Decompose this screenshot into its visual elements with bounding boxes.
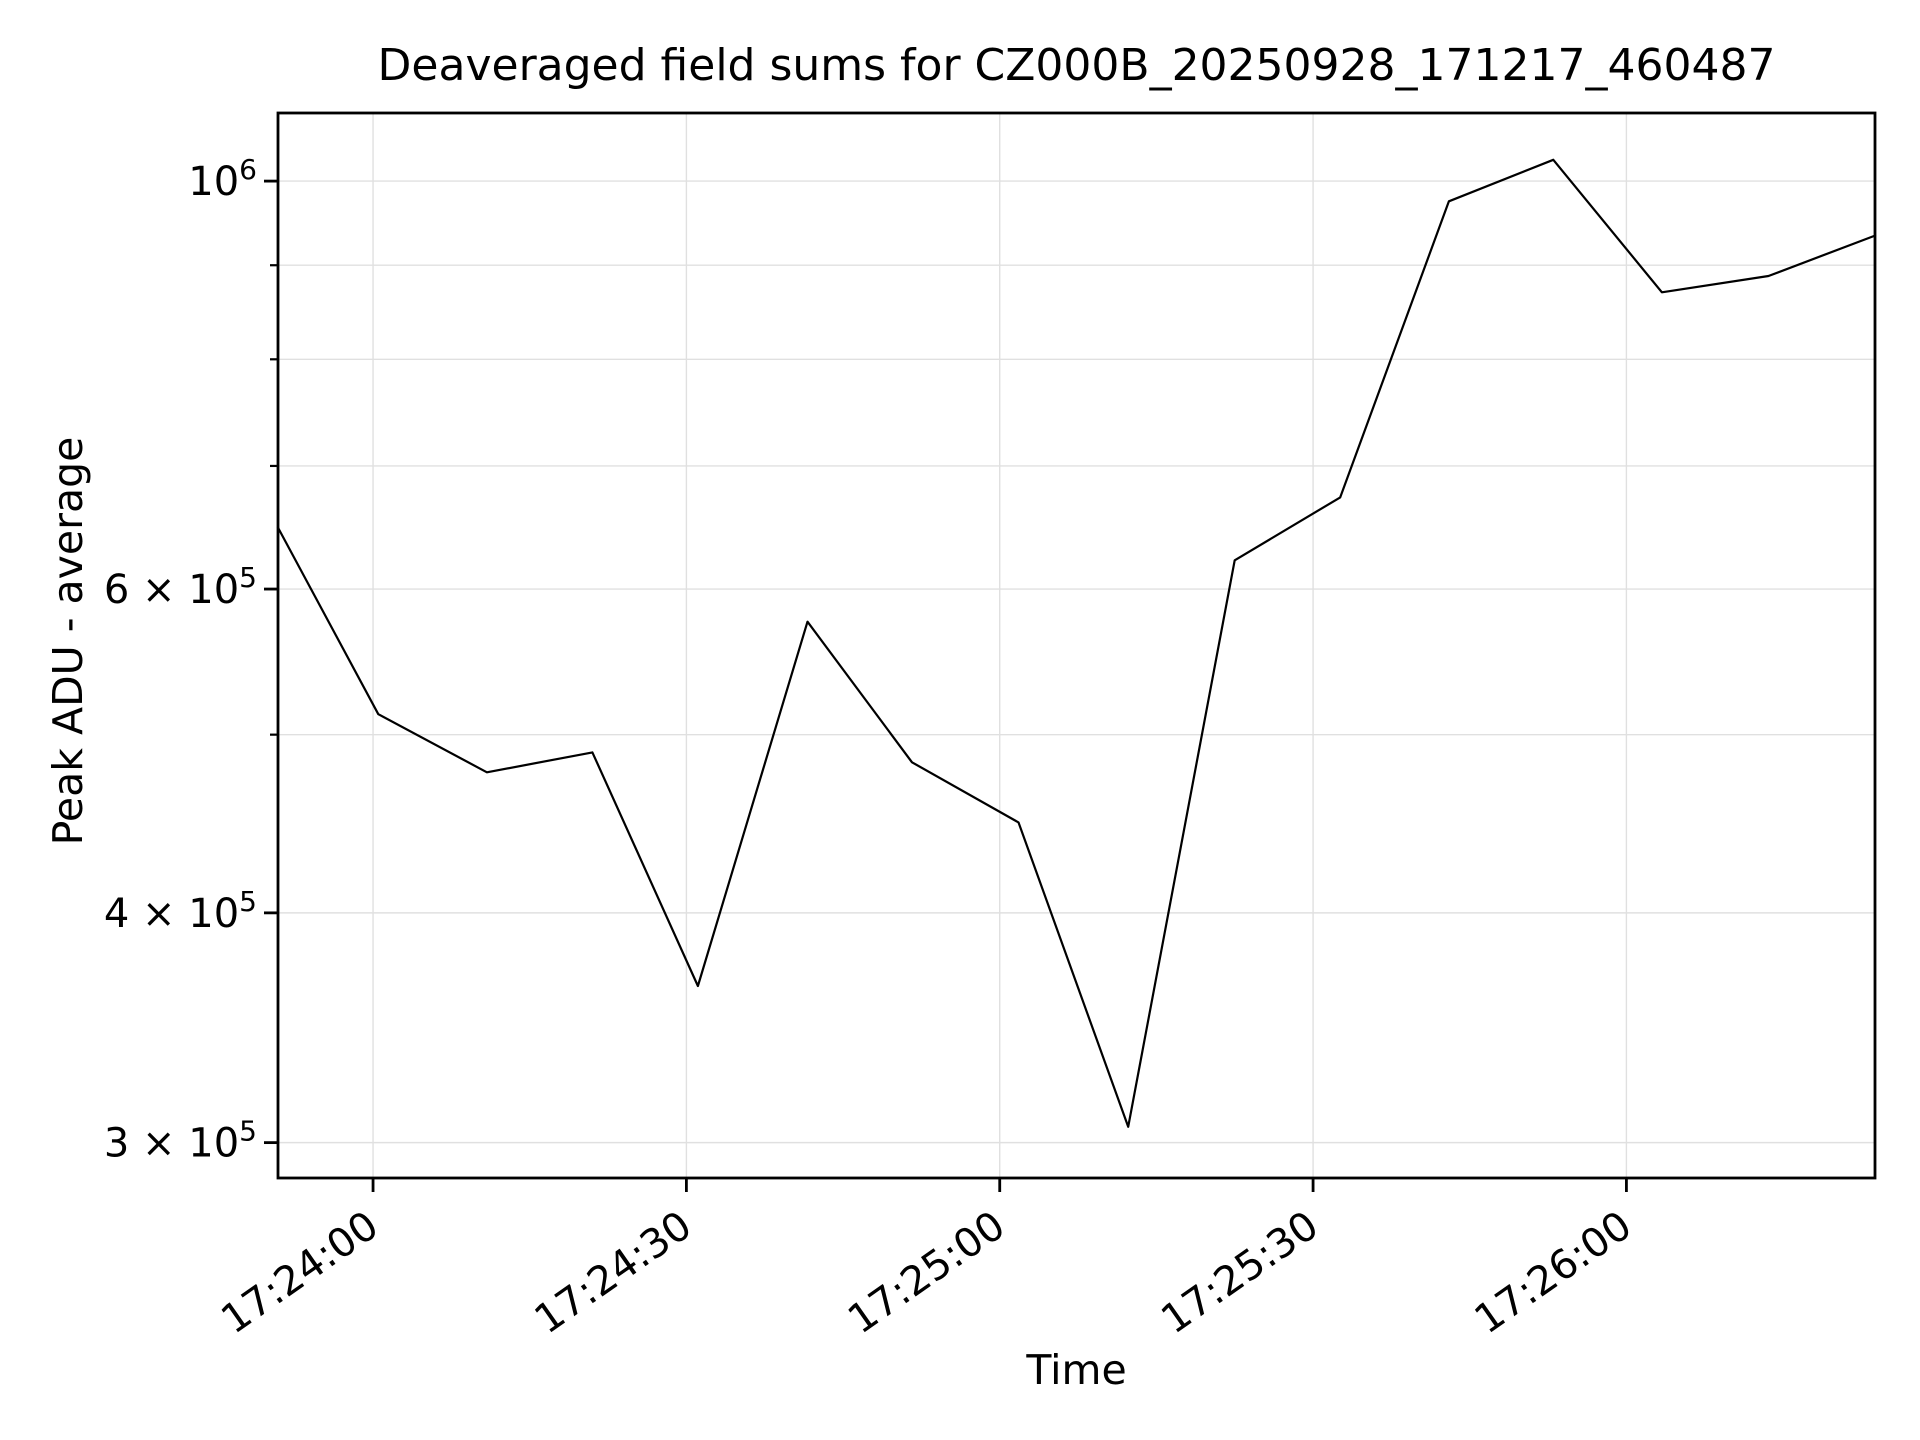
y-tick-exponent: 5 [239, 1115, 257, 1148]
x-tick-label: 17:25:30 [1153, 1203, 1327, 1344]
y-tick-mantissa: 4 × 10 [104, 891, 239, 937]
y-tick-label: 3 × 105 [104, 1115, 257, 1167]
x-tick-label: 17:24:30 [527, 1203, 701, 1344]
y-tick-mantissa: 3 × 10 [104, 1121, 239, 1167]
y-tick-mantissa: 10 [188, 159, 239, 205]
x-tick-label: 17:24:00 [213, 1203, 387, 1344]
chart-title: Deaveraged field sums for CZ000B_2025092… [377, 40, 1776, 91]
x-tick-label: 17:25:00 [840, 1203, 1014, 1344]
y-tick-label: 106 [188, 153, 257, 205]
x-axis-label: Time [1026, 1346, 1127, 1394]
y-tick-mantissa: 6 × 10 [104, 567, 239, 613]
y-axis-label: Peak ADU - average [44, 436, 92, 846]
axes-spines [276, 111, 1877, 1180]
y-tick-exponent: 6 [239, 153, 257, 186]
y-tick-label: 6 × 105 [104, 561, 257, 613]
y-tick-exponent: 5 [239, 561, 257, 594]
data-line-series [276, 158, 1877, 1128]
y-tick-label: 4 × 105 [104, 885, 257, 937]
x-tick-label: 17:26:00 [1467, 1203, 1641, 1344]
y-tick-exponent: 5 [239, 885, 257, 918]
